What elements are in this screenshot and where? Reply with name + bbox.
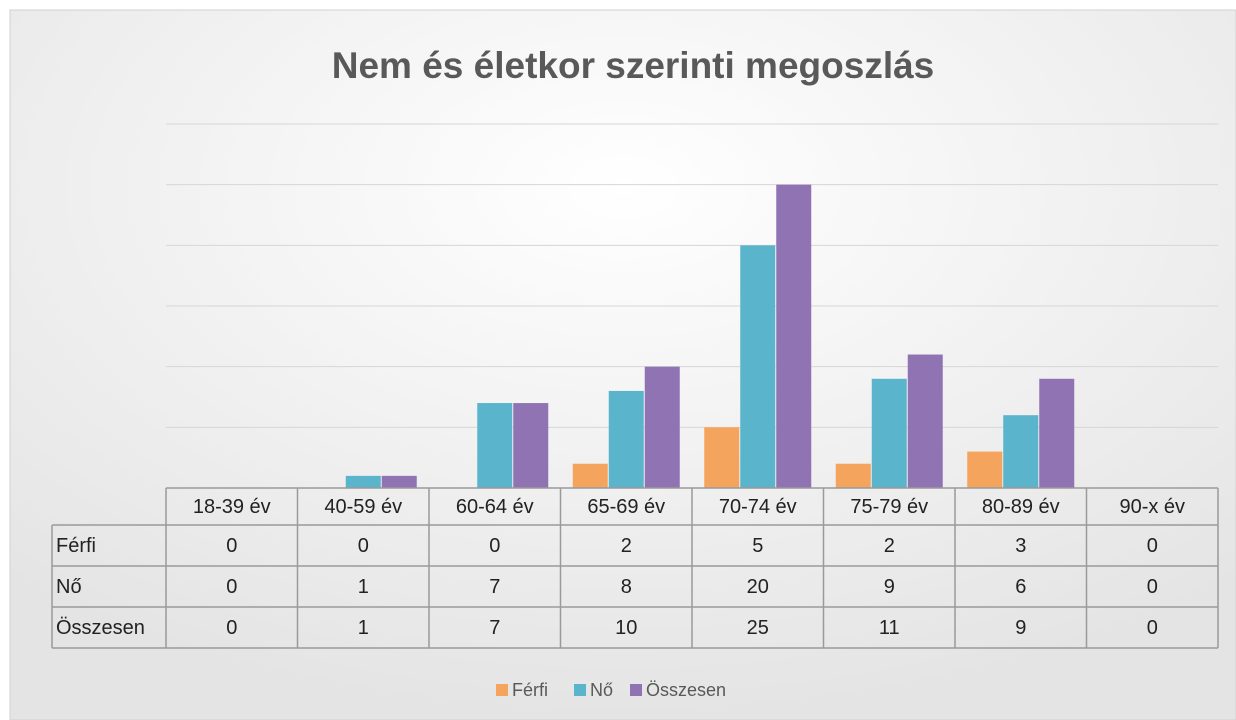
x-tick-label: 60-64 év: [456, 496, 534, 518]
legend-label: Összesen: [646, 680, 726, 700]
legend-label: Nő: [590, 680, 613, 700]
table-value: 3: [1015, 535, 1026, 557]
table-value: 8: [621, 576, 632, 598]
table-value: 0: [1147, 617, 1158, 639]
legend-swatch: [574, 684, 586, 696]
table-value: 20: [747, 576, 769, 598]
table-value: 0: [226, 617, 237, 639]
table-value: 9: [884, 576, 895, 598]
bar: [871, 378, 907, 488]
legend-swatch: [496, 684, 508, 696]
bar: [381, 475, 417, 488]
row-label: Férfi: [56, 535, 96, 557]
bar: [967, 451, 1003, 488]
x-tick-label: 75-79 év: [850, 496, 928, 518]
row-label: Összesen: [56, 617, 145, 639]
bar: [1003, 415, 1039, 488]
bar: [345, 475, 381, 488]
bar: [835, 463, 871, 488]
bar: [907, 354, 943, 488]
table-value: 2: [884, 535, 895, 557]
table-value: 0: [1147, 535, 1158, 557]
table-value: 0: [226, 535, 237, 557]
x-tick-label: 40-59 év: [324, 496, 402, 518]
table-value: 0: [226, 576, 237, 598]
bar: [513, 403, 549, 488]
bar: [704, 427, 740, 488]
table-value: 5: [752, 535, 763, 557]
x-tick-label: 70-74 év: [719, 496, 797, 518]
bar: [477, 403, 513, 488]
x-tick-label: 18-39 év: [193, 496, 271, 518]
row-label: Nő: [56, 576, 82, 598]
chart-title: Nem és életkor szerinti megoszlás: [332, 45, 935, 86]
table-value: 0: [489, 535, 500, 557]
bar: [572, 463, 608, 488]
table-value: 25: [747, 617, 769, 639]
legend-swatch: [630, 684, 642, 696]
bar: [608, 390, 644, 488]
legend-label: Férfi: [512, 680, 548, 700]
x-tick-label: 90-x év: [1119, 496, 1185, 518]
table-value: 0: [358, 535, 369, 557]
bar: [740, 245, 776, 488]
bar: [776, 184, 812, 488]
table-value: 7: [489, 617, 500, 639]
table-value: 1: [358, 617, 369, 639]
table-value: 6: [1015, 576, 1026, 598]
table-value: 10: [615, 617, 637, 639]
bar: [1039, 378, 1075, 488]
x-tick-label: 65-69 év: [587, 496, 665, 518]
table-value: 7: [489, 576, 500, 598]
table-value: 1: [358, 576, 369, 598]
chart-background: [9, 9, 1236, 720]
table-value: 11: [879, 617, 900, 639]
table-value: 0: [1147, 576, 1158, 598]
table-value: 9: [1015, 617, 1026, 639]
x-tick-label: 80-89 év: [982, 496, 1060, 518]
bar: [644, 366, 680, 488]
table-value: 2: [621, 535, 632, 557]
